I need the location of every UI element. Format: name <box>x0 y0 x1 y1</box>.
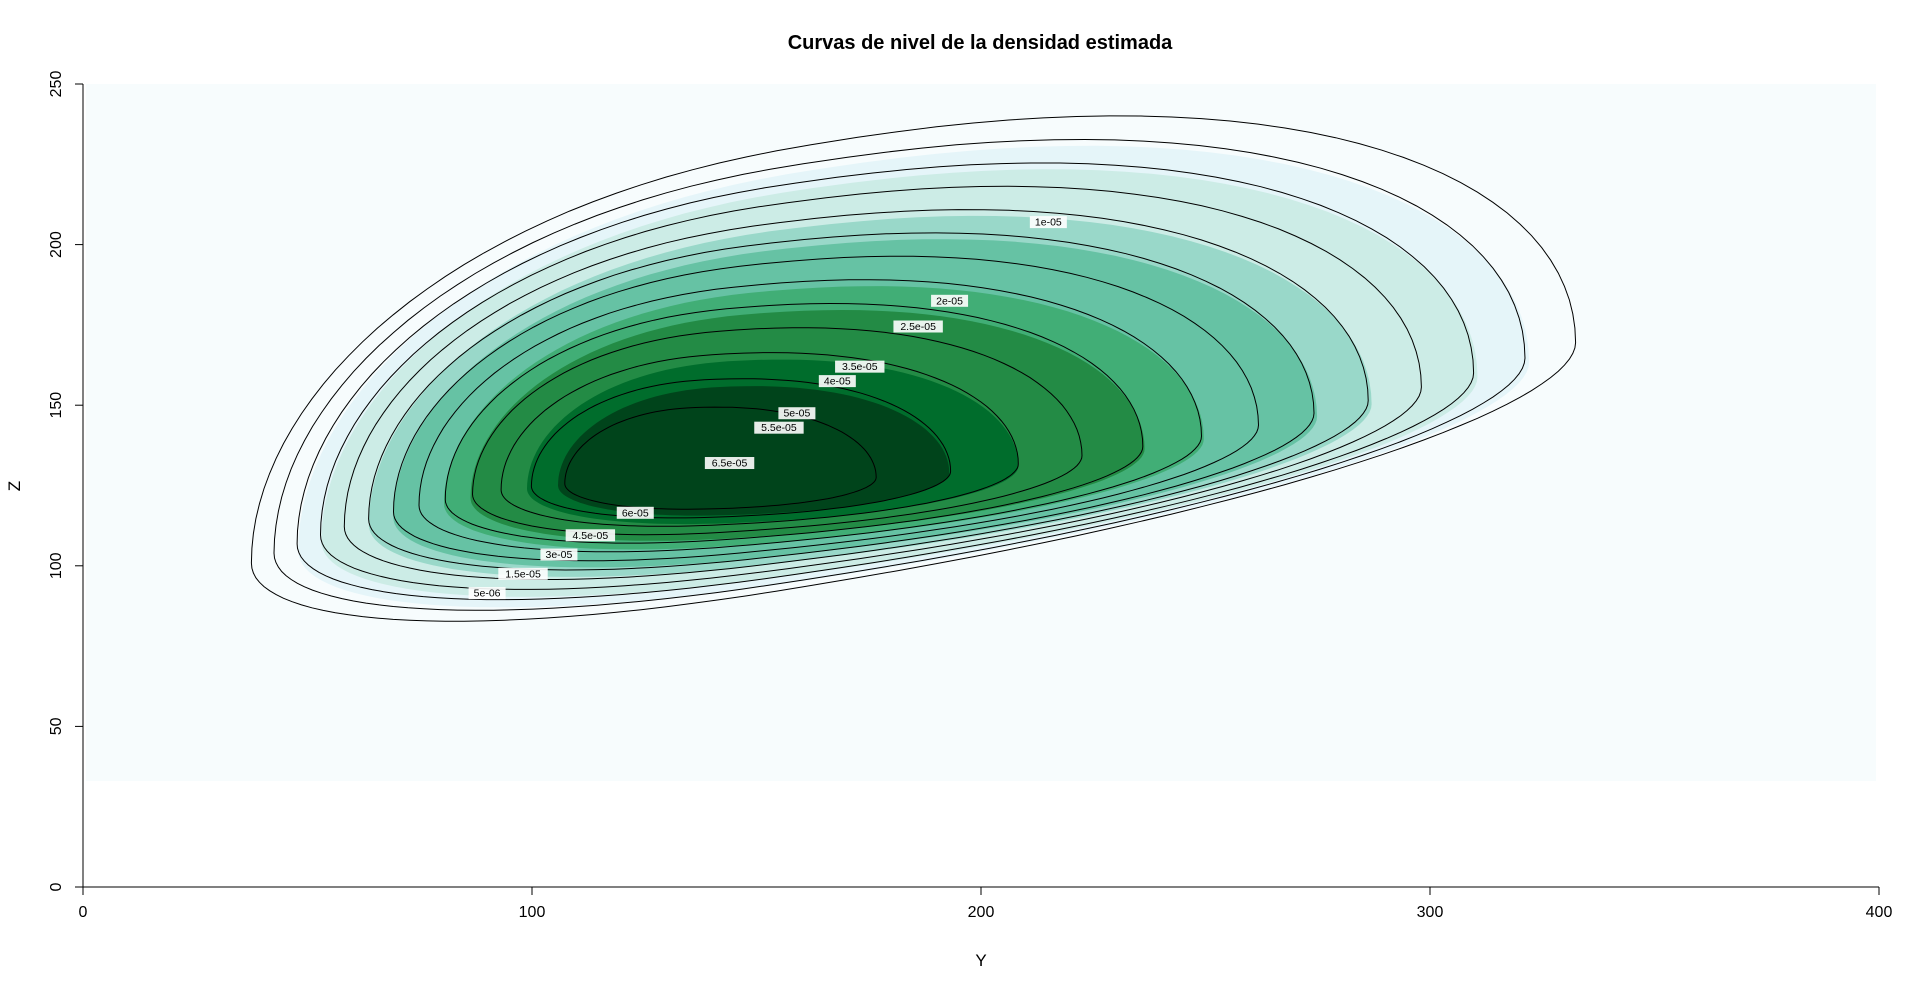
x-axis-label: Y <box>975 951 986 970</box>
contour-label-halo <box>835 360 885 373</box>
axes: 0 100 200 300 400 0 50 100 150 200 250 <box>48 71 1892 921</box>
x-tick-label: 300 <box>1417 904 1444 921</box>
contour-label-halo <box>818 375 856 388</box>
contour-label-halo <box>468 587 506 600</box>
y-tick-label: 250 <box>48 71 65 98</box>
contour-line-4.5e-05 <box>444 302 1144 544</box>
contour-line-1.5e-05 <box>296 162 1475 601</box>
y-axis-label: Z <box>5 481 24 491</box>
y-tick-label: 200 <box>48 231 65 258</box>
y-tick-label: 0 <box>48 882 65 891</box>
contour-label: 6.5e-05 <box>712 458 748 470</box>
contour-line-6e-05 <box>530 378 952 519</box>
y-tick-label: 100 <box>48 552 65 579</box>
contour-label: 6e-05 <box>622 507 649 519</box>
contour-line-5e-05 <box>471 327 1083 536</box>
contour-label-halo <box>565 529 616 542</box>
density-band-8 <box>558 386 950 516</box>
contour-line-3e-05 <box>368 232 1315 571</box>
contour-line-5e-06 <box>250 115 1577 622</box>
contour-label: 2e-05 <box>936 295 963 307</box>
contour-label: 2.5e-05 <box>900 321 936 333</box>
x-tick-label: 400 <box>1866 904 1893 921</box>
contour-label-halo <box>754 421 804 434</box>
y-tick-label: 50 <box>48 717 65 735</box>
contour-line-3.5e-05 <box>392 255 1260 562</box>
x-ticks: 0 100 200 300 400 <box>79 887 1893 921</box>
contour-label-halo <box>704 457 755 470</box>
contour-labels-layer: 5e-06 1e-05 1.5e-05 2e-05 2.5e-05 3e-05 3.5e-0… <box>468 216 1067 600</box>
contour-label-halo <box>778 407 816 420</box>
contour-line-4e-05 <box>418 279 1203 553</box>
contour-line-2.5e-05 <box>343 209 1369 580</box>
contour-label: 4e-05 <box>824 376 851 388</box>
contour-label-halo <box>1029 216 1067 229</box>
contour-line-1e-05 <box>273 138 1526 611</box>
contour-label: 4.5e-05 <box>573 530 609 542</box>
y-tick-label: 150 <box>48 392 65 419</box>
chart-title: Curvas de nivel de la densidad estimada <box>788 32 1173 54</box>
contour-label: 3.5e-05 <box>842 361 878 373</box>
contour-label-halo <box>931 294 969 307</box>
contour-label-halo <box>616 506 654 519</box>
contour-label: 5e-05 <box>783 408 810 420</box>
contour-lines-layer <box>250 115 1577 622</box>
contour-label-halo <box>540 548 578 561</box>
contour-line-2e-05 <box>319 185 1422 590</box>
contour-label: 5.5e-05 <box>761 422 797 434</box>
contour-label-halo <box>498 567 548 580</box>
contour-label: 1e-05 <box>1035 217 1062 229</box>
density-fill-layer <box>86 84 1876 782</box>
x-tick-label: 0 <box>79 904 88 921</box>
contour-label: 3e-05 <box>546 549 573 561</box>
contour-label: 5e-06 <box>474 588 501 600</box>
x-tick-label: 200 <box>968 904 995 921</box>
y-ticks: 0 50 100 150 200 250 <box>48 71 83 891</box>
contour-label: 1.5e-05 <box>505 568 541 580</box>
contour-label-halo <box>893 320 943 333</box>
x-tick-label: 100 <box>519 904 546 921</box>
